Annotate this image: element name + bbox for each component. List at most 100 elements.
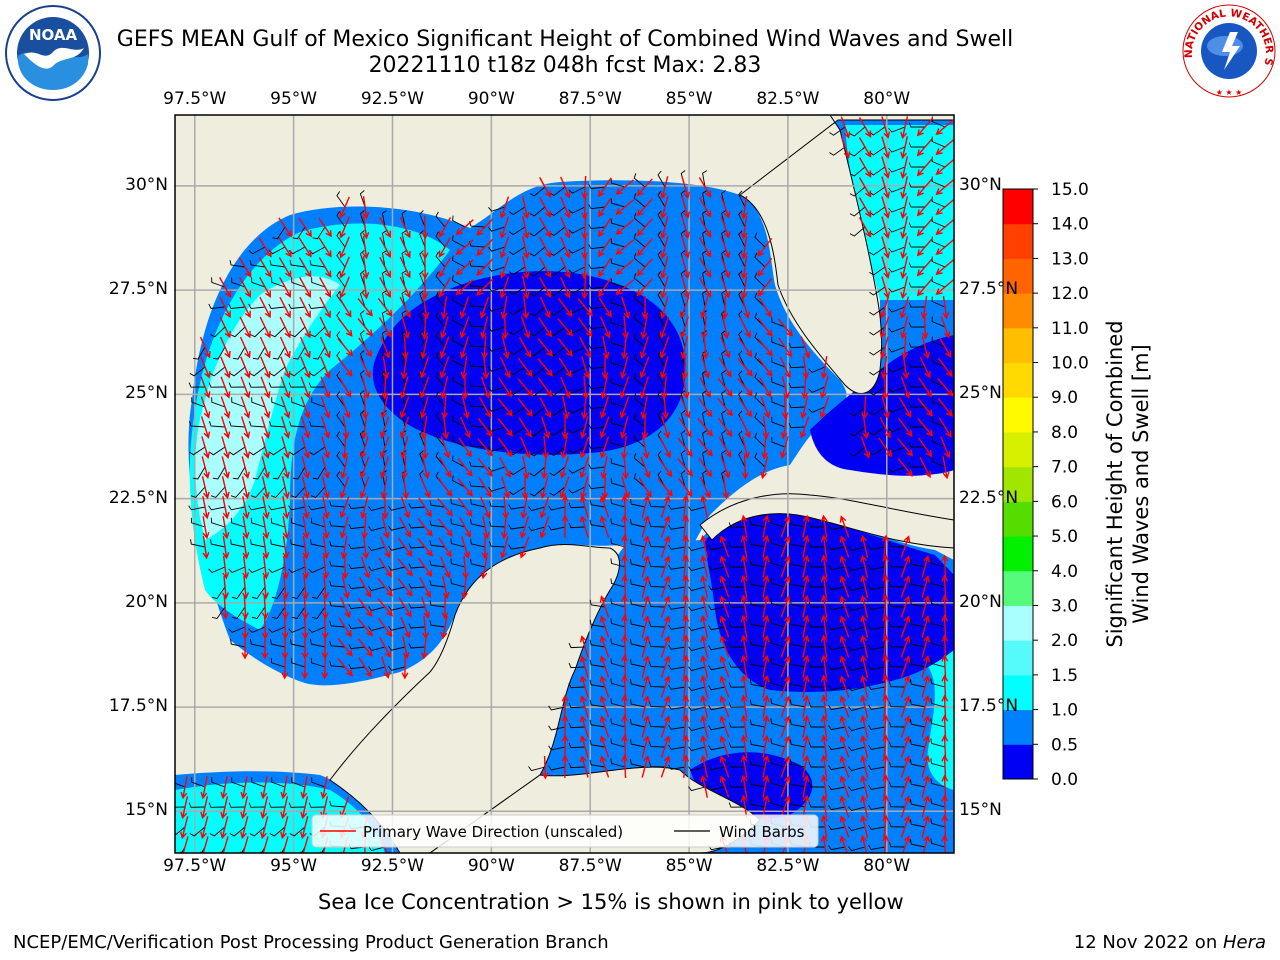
wave-direction-arrow bbox=[401, 335, 409, 360]
wind-barb bbox=[419, 430, 426, 448]
wave-direction-arrow bbox=[598, 217, 612, 238]
wave-direction-arrow bbox=[500, 516, 508, 540]
wave-direction-arrow bbox=[402, 476, 410, 500]
wind-barb bbox=[630, 599, 646, 608]
western-gulf-lightcyan bbox=[195, 276, 340, 540]
wave-direction-arrow bbox=[501, 336, 510, 360]
wind-barb bbox=[336, 251, 346, 268]
wave-direction-arrow bbox=[280, 796, 289, 820]
wave-direction-arrow bbox=[598, 237, 612, 258]
wind-barb bbox=[749, 599, 766, 608]
wave-direction-arrow bbox=[900, 675, 911, 698]
wave-direction-arrow bbox=[520, 316, 531, 339]
wind-barb bbox=[931, 396, 946, 408]
wind-barb bbox=[849, 186, 866, 197]
wave-direction-arrow bbox=[820, 694, 828, 718]
lon-tick-bottom: 87.5°W bbox=[558, 856, 622, 876]
colorbar: 0.00.51.01.52.03.04.05.06.07.08.09.010.0… bbox=[1002, 180, 1089, 790]
wave-direction-arrow bbox=[615, 279, 634, 296]
wind-barb bbox=[250, 539, 266, 548]
wind-barb bbox=[754, 412, 766, 428]
wind-barb bbox=[288, 566, 306, 574]
wave-direction-arrow bbox=[780, 635, 791, 658]
primary-wave-arrows bbox=[180, 116, 954, 853]
wave-direction-arrow bbox=[658, 457, 673, 478]
wind-barb bbox=[610, 358, 626, 368]
wind-barb bbox=[908, 202, 926, 208]
wind-barb bbox=[749, 579, 766, 588]
wave-direction-arrow bbox=[242, 556, 250, 580]
wind-barb bbox=[469, 301, 486, 308]
wind-barb bbox=[548, 705, 566, 711]
wave-direction-arrow bbox=[640, 316, 648, 340]
wave-direction-arrow bbox=[599, 695, 610, 718]
wind-barb bbox=[869, 246, 886, 256]
wave-direction-arrow bbox=[899, 296, 910, 319]
wind-barb bbox=[336, 191, 346, 208]
wind-barb bbox=[210, 486, 226, 498]
wind-barb bbox=[359, 230, 366, 248]
wind-barb bbox=[828, 725, 846, 731]
wind-barb bbox=[549, 486, 566, 497]
wave-direction-arrow bbox=[357, 618, 374, 637]
wave-direction-arrow bbox=[935, 219, 954, 236]
wave-direction-arrow bbox=[839, 595, 850, 618]
wave-direction-arrow bbox=[421, 275, 429, 300]
wind-barb bbox=[191, 397, 206, 408]
wave-direction-arrow bbox=[621, 714, 629, 739]
wave-direction-arrow bbox=[660, 236, 669, 260]
wind-barb bbox=[630, 639, 646, 648]
wave-direction-arrow bbox=[321, 456, 330, 480]
wind-barb bbox=[329, 600, 346, 608]
wind-barb bbox=[771, 357, 786, 368]
wind-barb bbox=[788, 363, 806, 369]
wave-direction-arrow bbox=[917, 398, 933, 417]
wind-barb bbox=[231, 277, 246, 288]
wave-direction-arrow bbox=[858, 157, 872, 178]
wave-direction-arrow bbox=[917, 418, 933, 437]
wave-direction-arrow bbox=[679, 296, 690, 319]
wind-barb bbox=[789, 679, 806, 688]
wave-direction-arrow bbox=[599, 495, 610, 518]
wave-direction-arrow bbox=[621, 594, 629, 619]
wind-barb bbox=[702, 210, 708, 228]
wave-direction-arrow bbox=[379, 276, 391, 299]
wave-direction-arrow bbox=[298, 217, 312, 238]
wave-direction-arrow bbox=[581, 255, 589, 280]
wind-barb bbox=[688, 566, 706, 572]
wave-direction-arrow bbox=[279, 336, 291, 359]
wave-direction-arrow bbox=[921, 635, 930, 658]
wind-barb bbox=[633, 453, 646, 468]
wave-direction-arrow bbox=[897, 438, 914, 457]
wind-barb bbox=[808, 542, 825, 548]
wave-direction-arrow bbox=[261, 476, 270, 500]
wind-barb bbox=[209, 446, 226, 456]
wind-barb bbox=[688, 626, 706, 632]
wave-direction-arrow bbox=[698, 237, 712, 258]
wave-direction-arrow bbox=[579, 695, 589, 718]
wind-barb bbox=[930, 678, 946, 688]
wave-direction-arrow bbox=[820, 814, 828, 838]
wave-direction-arrow bbox=[200, 816, 209, 840]
wave-direction-arrow bbox=[820, 674, 828, 698]
wind-barb bbox=[808, 602, 825, 608]
wave-direction-arrow bbox=[738, 397, 752, 418]
wind-barb bbox=[268, 382, 286, 388]
wind-barb bbox=[738, 250, 746, 268]
wind-barb bbox=[348, 623, 366, 630]
wave-direction-arrow bbox=[279, 277, 291, 298]
wave-direction-arrow bbox=[920, 295, 928, 320]
wave-direction-arrow bbox=[321, 476, 330, 500]
wave-direction-arrow bbox=[522, 256, 530, 280]
wind-barb bbox=[329, 540, 346, 548]
wave-direction-arrow bbox=[680, 336, 688, 360]
wave-direction-arrow bbox=[579, 735, 589, 758]
wind-barb bbox=[308, 303, 326, 309]
wave-direction-arrow bbox=[681, 355, 689, 380]
wind-barb bbox=[869, 386, 886, 396]
wave-direction-arrow bbox=[882, 574, 890, 599]
wave-direction-arrow bbox=[420, 415, 428, 440]
wave-direction-arrow bbox=[881, 236, 891, 259]
wave-direction-arrow bbox=[380, 336, 391, 359]
wind-barb bbox=[208, 303, 226, 309]
